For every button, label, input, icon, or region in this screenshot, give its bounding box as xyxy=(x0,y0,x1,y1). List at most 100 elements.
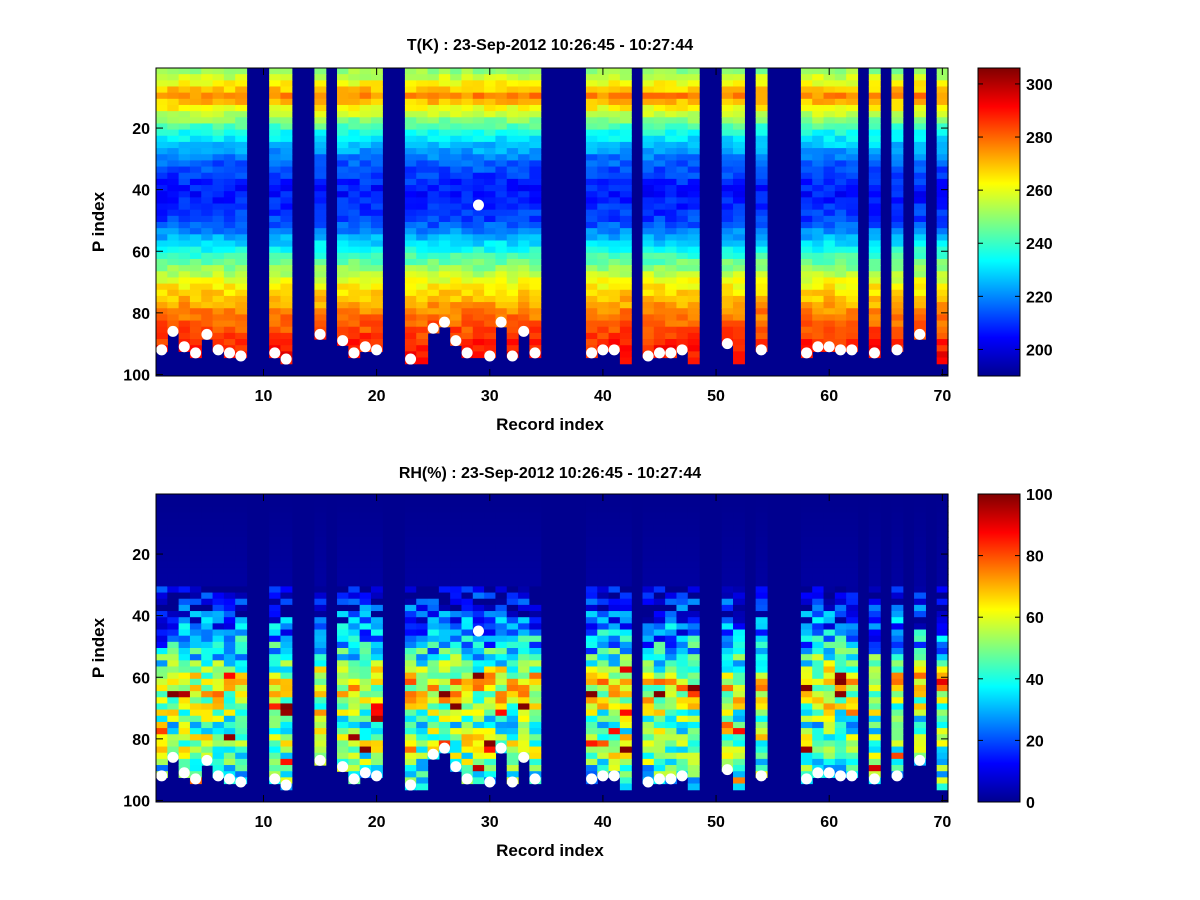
humidity-heatmap-cell xyxy=(812,678,825,686)
temperature-heatmap-cell xyxy=(721,209,734,217)
humidity-heatmap-cell xyxy=(416,537,429,544)
humidity-heatmap-cell xyxy=(235,543,248,551)
temperature-heatmap-cell xyxy=(450,320,463,328)
temperature-x-tick-label: 70 xyxy=(933,388,951,405)
humidity-heatmap-cell xyxy=(518,611,530,618)
temperature-heatmap-cell xyxy=(337,228,349,235)
temperature-heatmap-cell xyxy=(404,320,417,328)
temperature-heatmap-cell xyxy=(223,209,236,217)
humidity-heatmap-cell xyxy=(687,598,700,606)
humidity-heatmap-cell xyxy=(416,518,429,526)
humidity-heatmap-cell xyxy=(665,580,678,587)
humidity-surface-markers xyxy=(156,625,926,791)
temperature-heatmap-cell xyxy=(235,191,248,198)
humidity-heatmap-cell xyxy=(189,678,202,686)
humidity-heatmap-cell xyxy=(235,629,248,637)
temperature-heatmap-cell xyxy=(721,141,734,149)
temperature-heatmap-cell xyxy=(450,302,463,309)
temperature-heatmap-cell xyxy=(178,258,191,266)
humidity-heatmap-cell xyxy=(868,635,881,643)
temperature-record-column xyxy=(733,68,745,365)
temperature-heatmap-cell xyxy=(914,252,926,260)
humidity-heatmap-cell xyxy=(167,543,180,551)
temperature-colorbar-tick-label: 280 xyxy=(1026,130,1053,147)
humidity-heatmap-cell xyxy=(834,691,847,698)
temperature-heatmap-cell xyxy=(653,258,666,266)
temperature-heatmap-cell xyxy=(427,135,440,143)
temperature-heatmap-cell xyxy=(212,265,225,272)
humidity-heatmap-cell xyxy=(495,648,508,655)
temperature-chart-title: T(K) : 23-Sep-2012 10:26:45 - 10:27:44 xyxy=(407,37,693,54)
humidity-heatmap-cell xyxy=(484,740,497,748)
temperature-surface-marker xyxy=(427,322,439,334)
humidity-heatmap-cell xyxy=(812,500,825,507)
humidity-heatmap-cell xyxy=(721,691,734,698)
humidity-heatmap-cell xyxy=(404,648,417,655)
temperature-heatmap-cell xyxy=(212,141,225,149)
temperature-heatmap-cell xyxy=(665,92,678,100)
humidity-heatmap-cell xyxy=(223,721,236,729)
humidity-heatmap-cell xyxy=(427,512,440,520)
humidity-heatmap-cell xyxy=(755,567,768,575)
humidity-heatmap-cell xyxy=(687,623,700,631)
temperature-heatmap-cell xyxy=(891,265,904,272)
temperature-heatmap-cell xyxy=(269,252,282,260)
temperature-heatmap-cell xyxy=(223,135,236,143)
temperature-heatmap-cell xyxy=(721,92,734,100)
temperature-heatmap-cell xyxy=(529,80,542,88)
temperature-surface-markers xyxy=(156,199,926,365)
humidity-heatmap-cell xyxy=(619,494,632,501)
humidity-heatmap-cell xyxy=(348,765,361,772)
temperature-heatmap-cell xyxy=(665,135,678,143)
temperature-heatmap-cell xyxy=(529,98,542,106)
humidity-heatmap-cell xyxy=(235,746,248,754)
temperature-heatmap-cell xyxy=(269,68,282,75)
temperature-heatmap-cell xyxy=(178,320,191,328)
temperature-heatmap-cell xyxy=(472,154,485,161)
humidity-heatmap-cell xyxy=(314,543,327,551)
temperature-heatmap-cell xyxy=(687,240,700,248)
temperature-heatmap-cell xyxy=(518,117,530,125)
humidity-heatmap-cell xyxy=(484,660,497,668)
humidity-heatmap-cell xyxy=(665,506,678,514)
temperature-heatmap-cell xyxy=(755,258,768,266)
humidity-heatmap-cell xyxy=(438,555,451,563)
humidity-heatmap-cell xyxy=(348,666,361,674)
humidity-heatmap-cell xyxy=(370,586,383,594)
temperature-heatmap-cell xyxy=(868,314,881,322)
temperature-heatmap-cell xyxy=(642,215,655,223)
temperature-heatmap-cell xyxy=(868,92,881,100)
temperature-heatmap-cell xyxy=(914,314,926,322)
humidity-heatmap-cell xyxy=(348,617,361,624)
humidity-heatmap-cell xyxy=(178,580,191,587)
temperature-heatmap-cell xyxy=(201,209,214,217)
humidity-heatmap-cell xyxy=(337,494,349,501)
humidity-heatmap-cell xyxy=(642,703,655,711)
temperature-heatmap-cell xyxy=(936,117,949,125)
humidity-heatmap-cell xyxy=(676,561,689,569)
temperature-heatmap-cell xyxy=(337,252,349,260)
temperature-heatmap-cell xyxy=(416,203,429,211)
humidity-heatmap-cell xyxy=(597,752,610,760)
humidity-record-column xyxy=(585,494,598,785)
temperature-heatmap-cell xyxy=(597,104,610,112)
temperature-heatmap-cell xyxy=(687,209,700,217)
temperature-heatmap-cell xyxy=(518,228,530,235)
humidity-heatmap-cell xyxy=(755,549,768,557)
temperature-heatmap-cell xyxy=(404,289,417,297)
temperature-y-tick-label: 60 xyxy=(132,244,150,261)
temperature-heatmap-cell xyxy=(585,74,598,81)
temperature-heatmap-cell xyxy=(416,148,429,155)
temperature-heatmap-cell xyxy=(619,246,632,254)
humidity-heatmap-cell xyxy=(665,678,678,686)
temperature-heatmap-cell xyxy=(404,80,417,88)
humidity-heatmap-cell xyxy=(427,691,440,698)
temperature-heatmap-cell xyxy=(642,111,655,118)
temperature-heatmap-cell xyxy=(676,295,689,303)
humidity-heatmap-cell xyxy=(495,703,508,711)
humidity-heatmap-cell xyxy=(370,666,383,674)
humidity-heatmap-cell xyxy=(823,580,836,587)
temperature-heatmap-cell xyxy=(665,222,678,229)
humidity-heatmap-cell xyxy=(914,494,926,501)
humidity-record-column xyxy=(189,494,202,785)
